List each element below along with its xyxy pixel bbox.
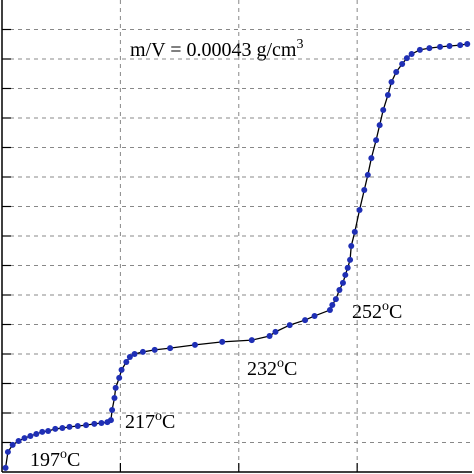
annotation-text: 217	[125, 411, 155, 433]
data-point	[446, 43, 453, 50]
data-point	[380, 107, 387, 114]
data-point	[373, 137, 380, 144]
data-point	[403, 55, 410, 62]
data-point	[126, 353, 133, 360]
data-point	[311, 312, 318, 319]
annotation-tail: C	[284, 358, 297, 380]
data-point	[219, 338, 226, 345]
data-point	[361, 186, 368, 193]
data-point	[399, 61, 406, 68]
data-point	[21, 435, 28, 442]
data-point	[112, 384, 119, 391]
data-point	[91, 420, 98, 427]
data-point	[191, 341, 198, 348]
data-point	[131, 351, 138, 357]
data-point	[74, 422, 81, 429]
annotation: 232oC	[247, 356, 297, 380]
data-point	[45, 427, 52, 434]
annotation-sup: o	[277, 356, 284, 371]
annotation-text: m/V = 0.00043 g/cm	[130, 39, 297, 61]
data-point	[39, 428, 46, 435]
data-point	[368, 155, 375, 162]
annotation-sup: o	[382, 299, 389, 314]
data-point	[326, 307, 333, 314]
data-point	[111, 394, 118, 401]
data-point	[342, 271, 349, 278]
data-line	[4, 43, 468, 468]
data-point	[329, 302, 336, 309]
data-point	[332, 296, 339, 303]
data-point	[286, 322, 293, 329]
data-point	[272, 328, 279, 335]
data-point	[437, 43, 444, 50]
annotation-sup: o	[155, 409, 162, 424]
annotation-tail: C	[389, 301, 402, 323]
data-point	[4, 448, 11, 455]
data-point	[393, 68, 400, 75]
data-point	[457, 42, 464, 49]
data-point	[376, 122, 383, 129]
data-point	[416, 46, 423, 53]
data-point	[33, 430, 40, 437]
data-point	[339, 279, 346, 286]
data-point	[107, 417, 114, 424]
data-point	[27, 433, 34, 440]
annotation-text: 232	[247, 358, 277, 380]
annotation-text: 252	[352, 301, 382, 323]
data-point	[344, 264, 351, 271]
data-point	[351, 228, 358, 235]
annotation: 252oC	[352, 299, 402, 323]
data-point	[151, 346, 158, 353]
data-point	[302, 317, 309, 324]
data-point	[248, 337, 255, 344]
data-point	[116, 374, 123, 381]
data-point	[15, 438, 22, 445]
data-point	[109, 407, 116, 414]
annotation: 197oC	[30, 447, 80, 471]
data-point	[408, 50, 415, 57]
annotation-text: 197	[30, 449, 60, 471]
data-point	[118, 366, 125, 373]
data-point	[83, 422, 90, 429]
data-point	[336, 286, 343, 293]
annotation: 217oC	[125, 409, 175, 433]
data-point	[347, 256, 354, 263]
data-point	[59, 425, 66, 432]
data-point	[66, 423, 73, 430]
data-point	[123, 358, 130, 365]
data-point	[266, 333, 273, 340]
data-point	[98, 420, 105, 427]
annotation-tail: C	[162, 411, 175, 433]
data-point	[464, 40, 471, 47]
data-point	[384, 91, 391, 98]
annotation-sup: 3	[296, 37, 303, 52]
annotation: m/V = 0.00043 g/cm3	[130, 37, 303, 61]
data-point	[2, 464, 9, 471]
annotation-sup: o	[60, 447, 67, 462]
data-point	[364, 171, 371, 178]
data-point	[348, 243, 355, 250]
data-point	[9, 441, 16, 448]
data-point	[167, 345, 174, 352]
data-point	[52, 425, 59, 432]
annotation-tail: C	[67, 449, 80, 471]
data-point	[426, 45, 433, 52]
data-point	[356, 207, 363, 214]
data-point	[139, 348, 146, 355]
data-point	[388, 79, 395, 86]
